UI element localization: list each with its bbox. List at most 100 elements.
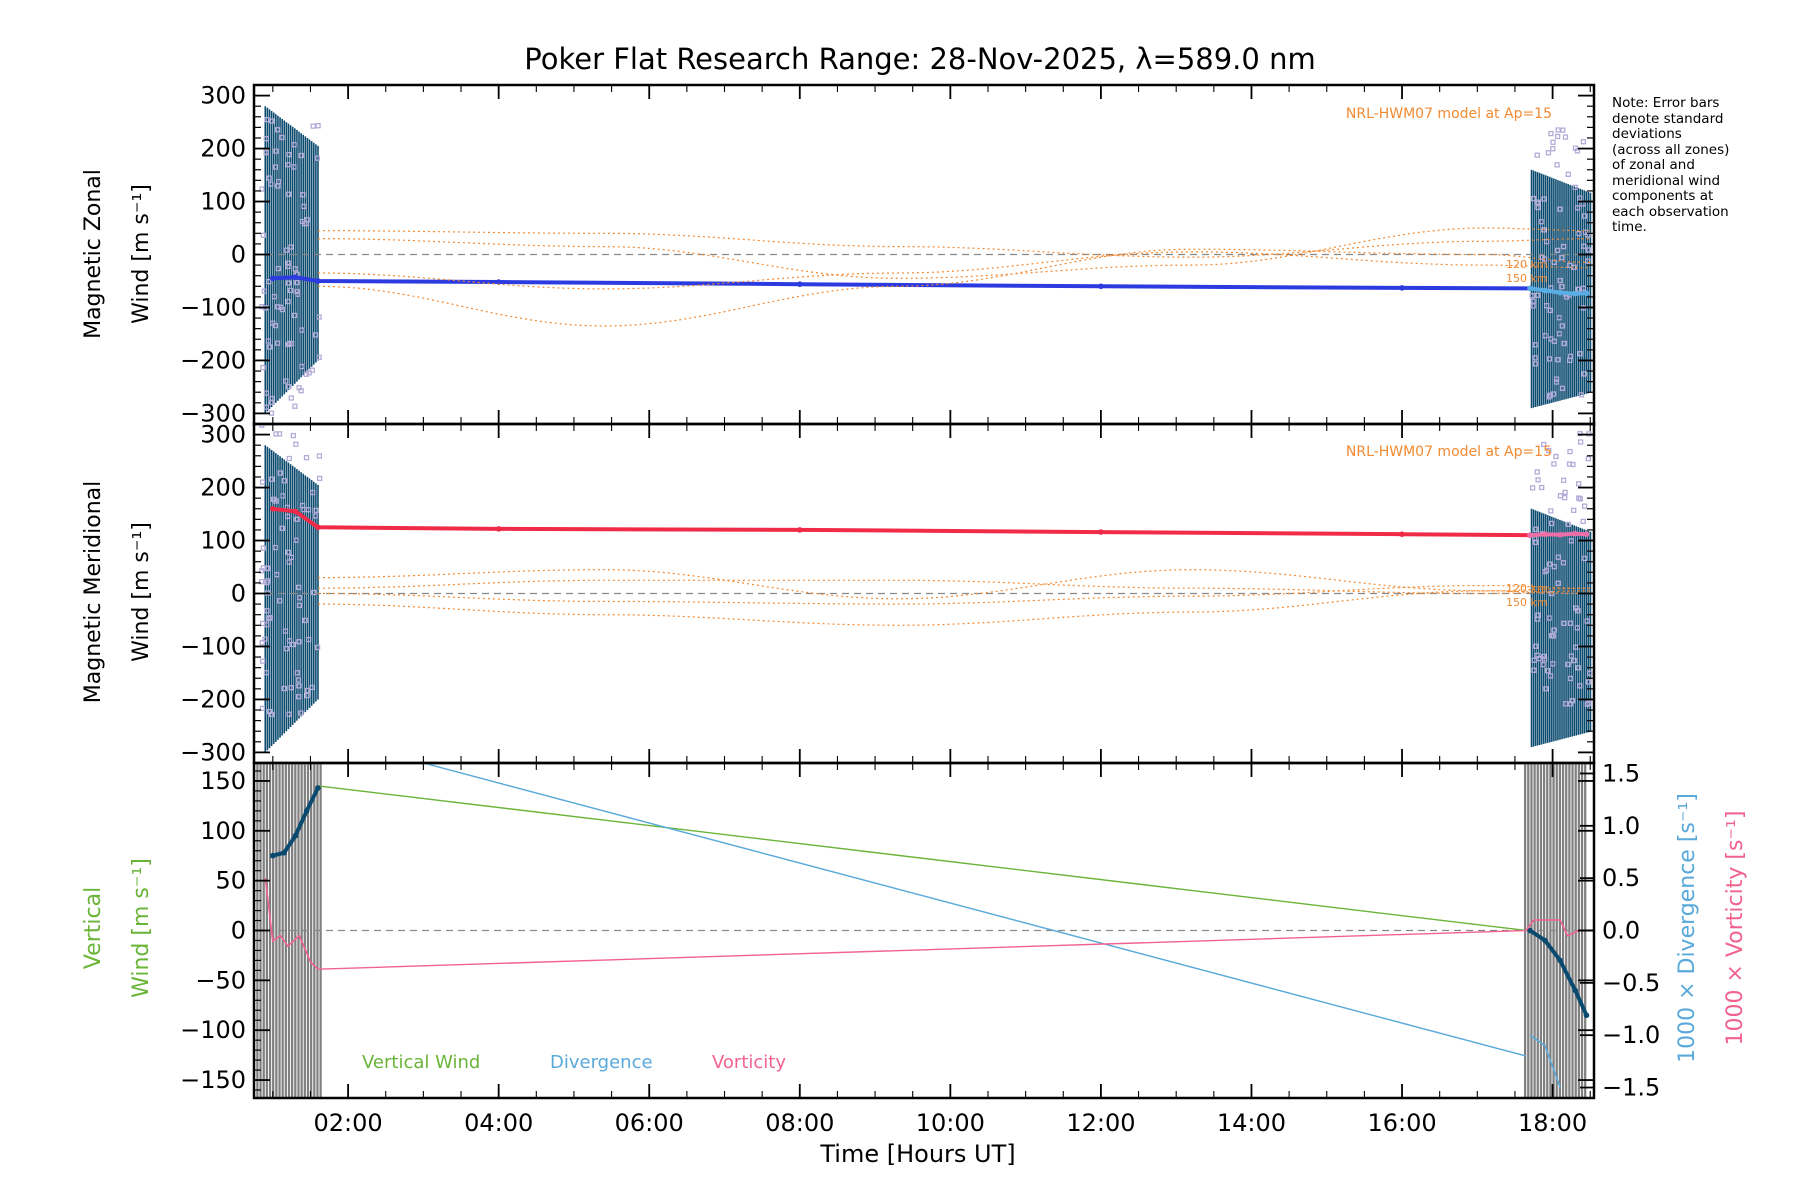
meridional-zone-point: [1533, 643, 1539, 649]
vertical-ytick-label: 100: [200, 817, 246, 845]
meridional-zone-point: [1551, 564, 1557, 570]
vertical-wind-observed-point: [1527, 927, 1533, 934]
zonal-zone-point: [300, 192, 306, 198]
zonal-zone-point: [314, 155, 320, 161]
error-bar-note: Note: Error bars denote standard deviati…: [1612, 95, 1730, 235]
observation-block: [1546, 763, 1549, 1098]
vertical-wind-observed-point: [281, 849, 287, 856]
meridional-zone-point: [1551, 461, 1557, 467]
meridional-zone-point: [280, 493, 286, 499]
meridional-zone-point: [274, 572, 280, 578]
y2tick-label: 1.5: [1602, 759, 1640, 787]
meridional-model-label-150: 150 km: [1506, 596, 1548, 609]
meridional-wind-end-point: [1572, 530, 1578, 537]
meridional-zone-point: [1571, 657, 1577, 664]
meridional-zone-point: [1555, 554, 1562, 560]
meridional-zone-point: [294, 670, 301, 676]
zonal-zone-point: [296, 385, 302, 391]
zonal-zone-point: [1580, 285, 1587, 291]
meridional-wind-line-point: [1399, 531, 1405, 537]
zonal-zone-point: [275, 304, 281, 310]
meridional-wind-end-point: [1527, 532, 1533, 539]
meridional-zone-point: [1541, 656, 1548, 662]
meridional-zone-point: [1561, 620, 1567, 627]
meridional-zone-point: [1550, 661, 1556, 667]
zonal-wind-line-point: [270, 275, 276, 282]
zonal-zone-point: [1550, 146, 1556, 152]
meridional-wind-panel: −300 −200 −100 0 100 200 300: [180, 421, 1596, 766]
zonal-zone-point: [270, 320, 276, 326]
meridional-zone-point: [1535, 477, 1541, 483]
observation-block: [310, 763, 313, 1098]
zonal-zone-point: [269, 118, 275, 124]
meridional-zone-point: [1568, 653, 1575, 659]
meridional-zone-point: [1533, 526, 1539, 532]
zonal-zone-point: [1572, 145, 1579, 151]
zonal-zone-point: [302, 221, 308, 227]
xtick-label: 10:00: [916, 1109, 985, 1137]
meridional-zone-point: [1562, 495, 1568, 501]
meridional-frame: [252, 422, 1596, 765]
zonal-zone-point: [1532, 361, 1538, 367]
meridional-zone-point: [1567, 620, 1574, 626]
meridional-zone-point: [293, 537, 299, 543]
meridional-ytick-label: 0: [231, 580, 246, 608]
zonal-zone-point: [275, 183, 281, 189]
xtick-label: 16:00: [1367, 1109, 1436, 1137]
zonal-zone-point: [1557, 277, 1563, 284]
meridional-zone-point: [269, 476, 275, 482]
zonal-ytick-label: 300: [200, 82, 246, 110]
meridional-zone-point: [304, 687, 311, 694]
meridional-ytick-label: −200: [180, 685, 246, 713]
y2tick-label: 1.0: [1602, 812, 1640, 840]
meridional-zone-point: [1577, 496, 1583, 502]
meridional-zone-point: [305, 507, 312, 513]
zonal-wind-end-point: [1527, 285, 1533, 292]
vertical-wind-observed-point: [1583, 1012, 1590, 1019]
zonal-zone-point: [1534, 152, 1540, 158]
zonal-zone-point: [260, 232, 266, 238]
zonal-zone-point: [1585, 247, 1592, 253]
zonal-wind-end-point: [1572, 290, 1578, 297]
meridional-zone-point: [1587, 670, 1593, 676]
zonal-zone-point: [264, 116, 270, 123]
zonal-wind-line-point: [495, 279, 502, 285]
meridional-zone-point: [1567, 701, 1573, 707]
zonal-zone-point: [1578, 392, 1584, 398]
zonal-zone-point: [283, 378, 289, 384]
vorticity-observed: [264, 878, 319, 970]
zonal-zone-point: [1534, 292, 1541, 298]
zonal-zone-point: [1530, 303, 1536, 309]
zonal-zone-point: [1554, 133, 1561, 140]
meridional-zone-point: [277, 598, 283, 604]
meridional-zone-point: [1534, 616, 1540, 622]
zonal-zone-point: [1538, 219, 1544, 225]
meridional-zone-point: [277, 470, 283, 476]
meridional-zone-point: [1565, 661, 1571, 668]
meridional-zone-point: [296, 602, 303, 609]
meridional-zone-point: [1562, 701, 1569, 707]
meridional-zone-point: [297, 595, 303, 601]
meridional-zone-point: [311, 589, 317, 596]
zonal-zone-point: [312, 332, 319, 338]
meridional-wind-line-point: [495, 526, 502, 532]
zonal-zone-point: [294, 288, 300, 295]
zonal-zone-point: [1550, 391, 1557, 397]
vertical-wind-observed-point: [1542, 937, 1548, 944]
meridional-wind-end-point: [1583, 531, 1590, 537]
meridional-wind-line-point: [270, 505, 276, 512]
xtick-label: 04:00: [464, 1109, 533, 1137]
meridional-zone-point: [264, 608, 270, 614]
zonal-zone-point: [266, 175, 272, 181]
meridional-zone-point: [1561, 477, 1567, 483]
meridional-wind-line-point: [292, 508, 299, 515]
vertical-ytick-label: 150: [200, 767, 246, 795]
zonal-zone-point: [1568, 353, 1574, 360]
meridional-model-curve: [318, 579, 1591, 595]
meridional-zone-point: [1547, 673, 1554, 679]
meridional-zone-point: [1557, 493, 1564, 499]
observation-block: [1536, 763, 1539, 1098]
divergence-line: [423, 763, 1527, 1057]
zonal-ylabel-line2: Wind [m s⁻¹]: [129, 184, 154, 324]
